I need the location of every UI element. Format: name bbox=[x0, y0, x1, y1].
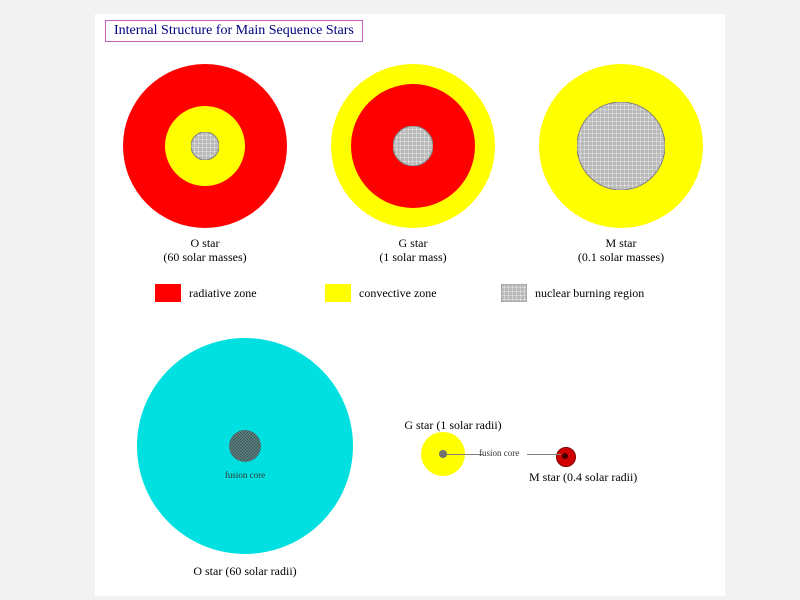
connector-line bbox=[447, 454, 483, 455]
star-m-star: M star(0.1 solar masses) bbox=[95, 14, 725, 326]
g-star-label: G star (1 solar radii) bbox=[383, 418, 523, 432]
connector-line bbox=[527, 454, 561, 455]
o-star-core bbox=[229, 430, 261, 462]
star-sublabel: (0.1 solar masses) bbox=[551, 250, 691, 264]
legend-swatch-radiative bbox=[155, 284, 181, 302]
fusion-core-label: fusion core bbox=[215, 470, 275, 480]
bottom-panel: fusion core O star (60 solar radii) G star… bbox=[95, 326, 725, 596]
star-label: M star bbox=[551, 236, 691, 250]
m-star-core bbox=[562, 453, 568, 459]
g-star-core bbox=[439, 450, 447, 458]
fusion-core-label: fusion core bbox=[479, 448, 519, 458]
legend-swatch-nuclear bbox=[501, 284, 527, 302]
o-star-label: O star (60 solar radii) bbox=[165, 564, 325, 578]
top-panel: Internal Structure for Main Sequence Sta… bbox=[95, 14, 725, 326]
legend-swatch-convective bbox=[325, 284, 351, 302]
legend-label: nuclear burning region bbox=[535, 286, 644, 301]
m-star-label: M star (0.4 solar radii) bbox=[529, 470, 689, 484]
legend-label: radiative zone bbox=[189, 286, 257, 301]
legend-label: convective zone bbox=[359, 286, 437, 301]
